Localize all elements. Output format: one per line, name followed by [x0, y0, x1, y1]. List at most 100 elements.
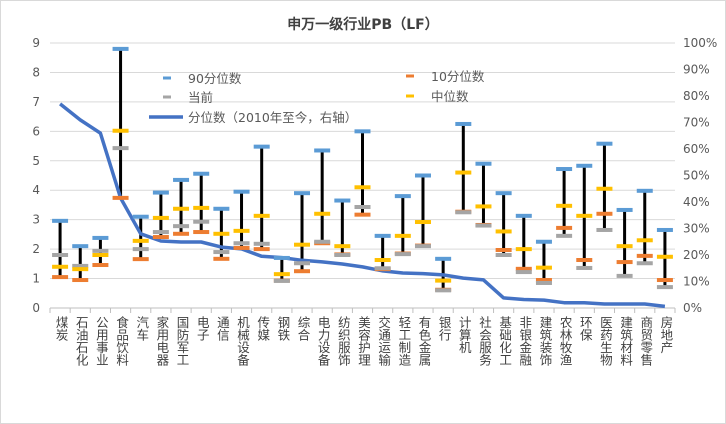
marker-p90 [173, 177, 190, 182]
legend-label: 当前 [188, 90, 213, 105]
category-label: 纺织服饰 [336, 316, 351, 366]
marker-median [152, 215, 169, 220]
marker-current [475, 223, 492, 228]
marker-current [334, 253, 351, 257]
marker-current [52, 253, 69, 257]
marker-p10 [616, 260, 633, 265]
marker-p90 [294, 191, 311, 196]
right-axis-tick-label: 20% [683, 248, 710, 262]
category-label: 农林牧渔 [558, 316, 573, 366]
marker-median [193, 205, 210, 210]
marker-median [374, 258, 391, 263]
marker-median [556, 203, 573, 208]
marker-p90 [193, 171, 210, 176]
legend-item: 分位数（2010年至今，右轴） [149, 110, 357, 125]
marker-p90 [52, 218, 69, 223]
marker-p10 [72, 278, 89, 283]
marker-p10 [556, 225, 573, 230]
category-label: 环保 [578, 316, 593, 341]
marker-p90 [636, 188, 653, 193]
legend-swatch [163, 76, 171, 80]
category-label: 计算机 [457, 316, 472, 354]
marker-current [374, 266, 391, 271]
marker-p10 [112, 195, 129, 200]
category-label: 煤炭 [54, 316, 69, 342]
marker-median [112, 128, 129, 133]
marker-p10 [92, 263, 109, 268]
marker-median [394, 233, 411, 238]
marker-median [92, 253, 109, 257]
marker-p90 [72, 244, 89, 249]
marker-p10 [576, 258, 593, 263]
marker-median [253, 213, 270, 218]
right-axis-tick-label: 50% [683, 169, 710, 183]
marker-median [656, 254, 673, 259]
category-label: 食品饮料 [114, 315, 129, 366]
marker-p90 [556, 167, 573, 172]
marker-p10 [233, 245, 250, 250]
marker-current [253, 241, 270, 246]
category-label: 汽车 [134, 315, 149, 342]
marker-p10 [294, 269, 311, 274]
marker-median [495, 229, 512, 234]
right-axis-tick-label: 100% [683, 36, 717, 50]
marker-current [636, 261, 653, 266]
marker-current [596, 227, 613, 232]
marker-p90 [394, 194, 411, 199]
marker-p10 [132, 257, 149, 262]
marker-p90 [495, 191, 512, 196]
category-label: 房地产 [658, 315, 673, 354]
marker-p10 [173, 231, 190, 236]
marker-median [455, 170, 472, 175]
marker-p90 [596, 141, 613, 146]
marker-current [294, 261, 311, 266]
legend-swatch [163, 95, 171, 99]
category-label: 家用电器 [154, 315, 169, 367]
marker-p10 [213, 256, 230, 261]
marker-current [152, 230, 169, 235]
marker-current [656, 285, 673, 290]
marker-p90 [656, 227, 673, 232]
marker-median [354, 185, 371, 190]
category-label: 有色金属 [416, 316, 431, 367]
marker-p90 [92, 235, 109, 240]
category-label: 医药生物 [598, 316, 613, 367]
marker-current [354, 205, 371, 210]
left-axis-tick-label: 6 [32, 124, 40, 138]
marker-median [616, 244, 633, 249]
marker-p90 [414, 173, 431, 178]
marker-median [576, 213, 593, 218]
marker-p10 [253, 247, 270, 252]
marker-current [455, 210, 472, 215]
marker-median [435, 278, 452, 283]
marker-current [556, 233, 573, 238]
legend-item: 中位数 [406, 89, 469, 104]
marker-p10 [354, 212, 371, 217]
left-axis-tick-label: 7 [32, 95, 40, 109]
legend-swatch [406, 74, 414, 78]
left-axis-tick-label: 3 [32, 213, 40, 227]
legend-item: 90分位数 [163, 71, 242, 86]
legend-item: 当前 [163, 90, 213, 105]
marker-p90 [455, 121, 472, 126]
category-label: 基础化工 [497, 316, 512, 366]
marker-current [213, 250, 230, 255]
category-label: 石油石化 [74, 316, 89, 367]
right-axis-tick-label: 10% [683, 275, 710, 289]
marker-median [515, 247, 532, 252]
marker-p90 [233, 189, 250, 194]
marker-current [414, 244, 431, 249]
marker-p90 [152, 190, 169, 195]
left-axis-tick-label: 0 [32, 301, 40, 315]
marker-p90 [374, 233, 391, 238]
marker-current [72, 263, 89, 268]
marker-p10 [535, 278, 552, 283]
marker-current [435, 288, 452, 293]
right-axis-tick-label: 40% [683, 195, 710, 209]
marker-median [535, 265, 552, 270]
marker-current [273, 278, 290, 283]
category-label: 通信 [215, 316, 230, 342]
marker-current [233, 241, 250, 246]
